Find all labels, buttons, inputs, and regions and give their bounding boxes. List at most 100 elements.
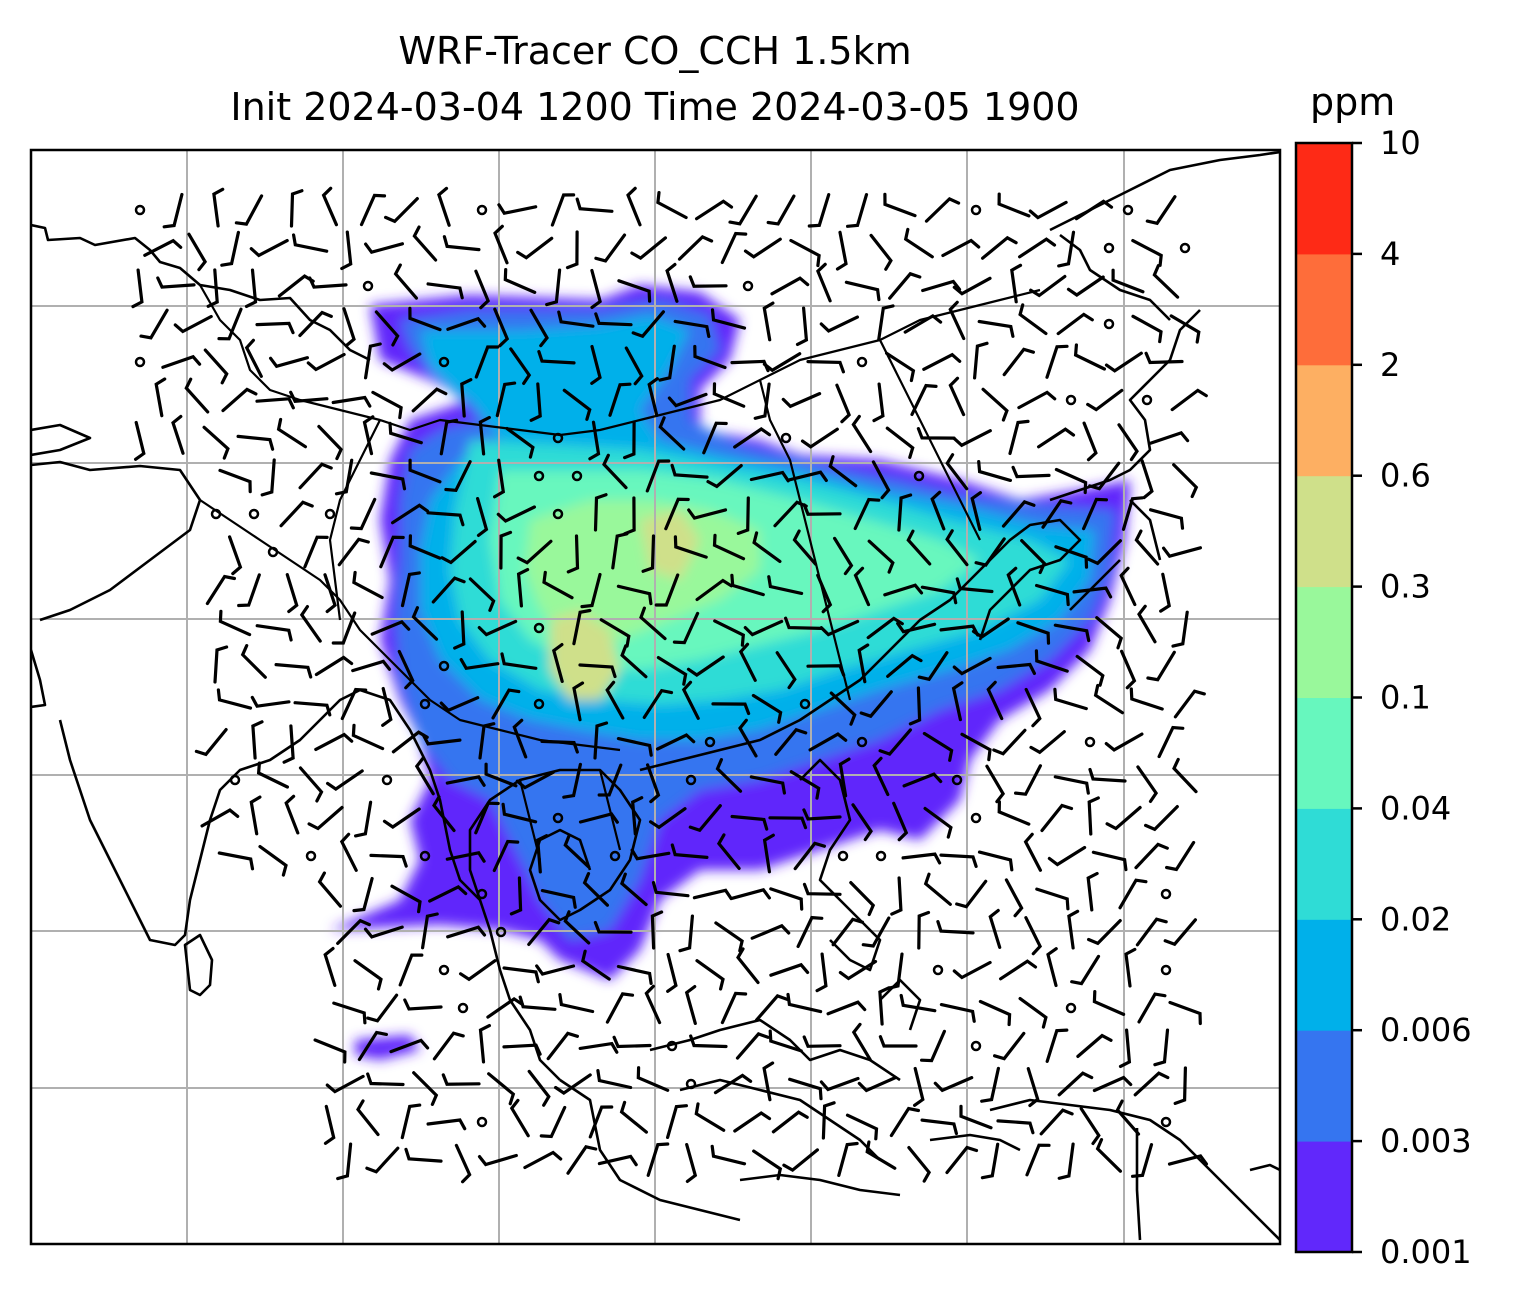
wind-barb — [666, 1104, 688, 1139]
wind-barb — [321, 186, 338, 227]
wind-barb — [815, 952, 828, 993]
wind-barb — [886, 653, 923, 678]
wind-barb — [781, 392, 822, 409]
wind-barb — [550, 193, 576, 227]
wind-barb — [901, 852, 942, 865]
wind-barb — [752, 531, 782, 563]
calm-wind-marker — [837, 850, 849, 862]
wind-barb — [412, 1071, 439, 1106]
wind-barb — [566, 534, 580, 574]
calm-wind-marker — [1103, 242, 1115, 254]
wind-barb — [572, 608, 592, 646]
wind-barb — [693, 344, 727, 370]
wind-barb — [808, 732, 848, 752]
wind-barb — [314, 655, 354, 677]
wind-barb — [1165, 840, 1196, 872]
wind-barb — [735, 1032, 770, 1060]
wind-barb — [516, 236, 554, 260]
wind-barb — [1046, 947, 1058, 988]
wind-barb — [597, 1154, 638, 1167]
border — [879, 339, 981, 541]
wind-barb — [642, 688, 674, 719]
wind-barb — [454, 1143, 472, 1184]
wind-barb — [1079, 1107, 1101, 1146]
wind-barb — [913, 1066, 925, 1107]
wind-barb — [282, 724, 295, 764]
wind-barb — [512, 718, 528, 759]
colorbar: 0.001 0.003 0.006 0.02 0.04 0.1 0.3 0.6 2 4 10 — [1294, 124, 1472, 1271]
colorbar-tick-label: 0.02 — [1380, 900, 1451, 938]
wind-barb — [578, 663, 617, 679]
wind-barb — [258, 845, 288, 877]
wind-barb — [806, 360, 845, 374]
calm-wind-marker — [381, 774, 393, 786]
wind-barb — [907, 1146, 932, 1183]
wind-barb — [714, 921, 744, 953]
wind-barb — [650, 910, 664, 950]
wind-barb — [922, 731, 954, 762]
calm-wind-marker — [609, 850, 621, 862]
wind-barb — [646, 1142, 670, 1177]
calm-wind-marker — [970, 1040, 982, 1052]
wind-barb — [800, 427, 839, 449]
wind-barb — [284, 794, 300, 835]
wind-barb — [784, 616, 823, 630]
wind-barb — [292, 233, 329, 253]
wind-barb — [205, 574, 236, 606]
wind-barb — [872, 382, 885, 423]
wind-barb — [999, 959, 1038, 981]
gridlines — [31, 150, 1280, 1244]
calm-wind-marker — [685, 1078, 697, 1090]
wind-barb — [1072, 586, 1113, 599]
wind-barb — [1092, 1075, 1133, 1093]
wind-barb — [503, 268, 537, 294]
wind-barb — [838, 959, 878, 981]
wind-barb — [339, 832, 358, 872]
wind-barb — [869, 233, 893, 271]
wind-barb — [217, 307, 243, 341]
wind-barb — [853, 497, 881, 531]
wind-barb — [500, 652, 538, 670]
wind-barb — [877, 304, 895, 342]
wind-barb — [974, 537, 1006, 567]
wind-barb — [1086, 388, 1124, 412]
wind-barb — [1167, 1154, 1208, 1166]
wind-barb — [883, 192, 917, 218]
wind-barb — [673, 319, 711, 338]
wind-barb — [802, 882, 842, 896]
wind-barb — [920, 585, 958, 605]
wind-barb — [831, 917, 864, 947]
colorbar-segment — [1296, 1030, 1352, 1142]
wind-barb — [411, 387, 448, 413]
wind-barb — [221, 387, 258, 413]
wind-barb — [749, 775, 786, 795]
wind-barb — [681, 680, 700, 720]
wind-barb — [1133, 1071, 1170, 1097]
wind-barb — [733, 427, 772, 449]
wind-barb — [872, 756, 890, 797]
wind-barb — [352, 876, 374, 913]
colorbar-segment — [1296, 143, 1352, 255]
calm-wind-marker — [134, 356, 146, 368]
colorbar-segment — [1296, 586, 1352, 698]
wind-barb — [930, 490, 946, 531]
wind-barb — [1137, 604, 1157, 644]
wind-barb — [426, 1118, 467, 1131]
wind-barb — [340, 687, 368, 721]
colorbar-tick-label: 0.006 — [1380, 1011, 1472, 1049]
wind-barb — [441, 1073, 481, 1086]
wind-barb — [948, 300, 966, 341]
wind-barb — [1008, 419, 1030, 456]
wind-barb — [1024, 916, 1043, 956]
wind-barb — [1131, 1143, 1154, 1178]
wind-barb — [1171, 610, 1189, 648]
wind-barb — [516, 568, 530, 608]
wind-barb — [303, 535, 329, 569]
wind-barb — [738, 642, 757, 682]
wind-barb — [646, 763, 661, 804]
colorbar-segment — [1296, 808, 1352, 920]
wind-barb — [444, 460, 472, 492]
wind-barb — [388, 421, 423, 445]
wind-barb — [767, 575, 804, 595]
